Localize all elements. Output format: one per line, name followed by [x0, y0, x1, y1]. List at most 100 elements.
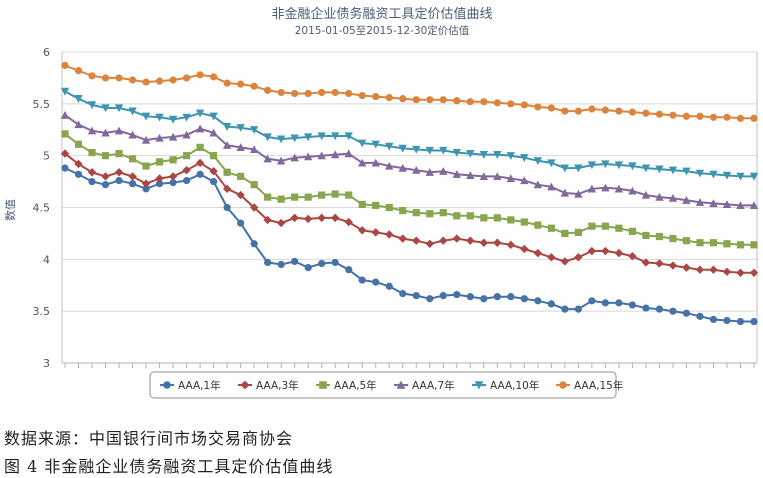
- data-point: [182, 165, 191, 175]
- data-point: [155, 77, 164, 85]
- data-point: [155, 180, 164, 188]
- data-point: [223, 168, 231, 176]
- data-point: [641, 190, 651, 199]
- data-point: [303, 133, 313, 142]
- data-point: [655, 110, 664, 118]
- data-point: [317, 132, 326, 141]
- data-point: [385, 203, 393, 212]
- data-point: [398, 163, 407, 172]
- data-point: [236, 190, 245, 200]
- series-1: [61, 164, 758, 326]
- data-point: [696, 112, 704, 120]
- data-point: [587, 184, 597, 193]
- data-point: [736, 114, 745, 122]
- data-point: [479, 238, 489, 247]
- data-point: [628, 227, 637, 235]
- legend-item[interactable]: AAA,7年: [394, 379, 455, 392]
- data-point: [74, 140, 83, 148]
- legend-item[interactable]: AAA,1年: [160, 379, 221, 392]
- data-point: [317, 151, 326, 160]
- data-point: [209, 167, 218, 176]
- data-point: [398, 144, 407, 153]
- data-point: [291, 257, 299, 266]
- data-point: [330, 213, 340, 223]
- data-point: [74, 95, 83, 103]
- data-point: [614, 161, 624, 170]
- data-point: [74, 120, 83, 129]
- data-point: [506, 174, 516, 183]
- data-point: [74, 67, 83, 75]
- legend-label: AAA,3年: [256, 379, 299, 392]
- data-point: [142, 78, 150, 86]
- data-point: [88, 148, 96, 157]
- data-point: [466, 171, 475, 179]
- data-point: [561, 305, 569, 313]
- legend-label: AAA,1年: [178, 379, 221, 392]
- data-point: [88, 177, 96, 186]
- data-point: [493, 238, 502, 247]
- gridlines: [62, 51, 757, 364]
- legend-item[interactable]: AAA,5年: [316, 379, 377, 392]
- data-point: [547, 159, 556, 168]
- data-point: [574, 189, 583, 198]
- data-point: [695, 169, 705, 178]
- data-point: [412, 96, 420, 104]
- legend-item[interactable]: AAA,15年: [556, 379, 623, 392]
- data-point: [668, 193, 678, 202]
- legend-item[interactable]: AAA,3年: [238, 379, 299, 392]
- data-point: [723, 316, 731, 325]
- figure-caption: 图 4 非金融企业债务融资工具定价估值曲线: [4, 457, 334, 476]
- data-point: [276, 156, 286, 165]
- data-point: [114, 104, 124, 113]
- data-point: [169, 76, 177, 84]
- data-point: [587, 161, 597, 170]
- data-point: [101, 128, 110, 137]
- data-point: [669, 307, 677, 315]
- data-point: [655, 305, 664, 313]
- data-point: [318, 259, 326, 268]
- data-point: [628, 186, 637, 195]
- data-point: [547, 253, 556, 262]
- data-point: [668, 261, 678, 270]
- legend-item[interactable]: AAA,10年: [472, 379, 539, 392]
- legend-marker: [559, 381, 567, 389]
- legend-label: AAA,7年: [412, 379, 455, 392]
- data-point: [574, 107, 582, 115]
- data-point: [101, 104, 110, 113]
- data-point: [426, 295, 434, 303]
- data-point: [533, 248, 543, 258]
- data-point: [695, 265, 705, 274]
- data-point: [709, 113, 718, 121]
- data-point: [722, 200, 732, 208]
- data-point: [277, 260, 285, 269]
- data-point: [291, 193, 299, 201]
- data-point: [466, 236, 475, 245]
- data-point: [534, 221, 542, 229]
- data-point: [345, 89, 353, 98]
- data-point: [263, 154, 272, 163]
- data-point: [290, 213, 299, 223]
- legend-marker: [474, 381, 484, 390]
- data-point: [115, 74, 123, 82]
- data-point: [601, 299, 609, 307]
- data-point: [249, 145, 259, 154]
- data-point: [115, 176, 123, 185]
- y-tick-label: 5.5: [33, 98, 51, 111]
- data-point: [749, 172, 759, 181]
- data-point: [533, 180, 543, 189]
- data-point: [209, 128, 218, 137]
- data-point: [236, 124, 245, 132]
- data-point: [547, 104, 555, 112]
- data-point: [182, 176, 191, 185]
- data-point: [399, 289, 407, 298]
- data-point: [182, 113, 191, 122]
- data-point: [276, 135, 286, 144]
- data-point: [588, 297, 596, 305]
- data-point: [87, 101, 97, 110]
- data-point: [641, 258, 651, 267]
- data-point: [520, 244, 529, 254]
- data-point: [345, 191, 353, 199]
- series-line: [64, 90, 754, 178]
- data-point: [655, 165, 664, 174]
- data-point: [101, 74, 110, 82]
